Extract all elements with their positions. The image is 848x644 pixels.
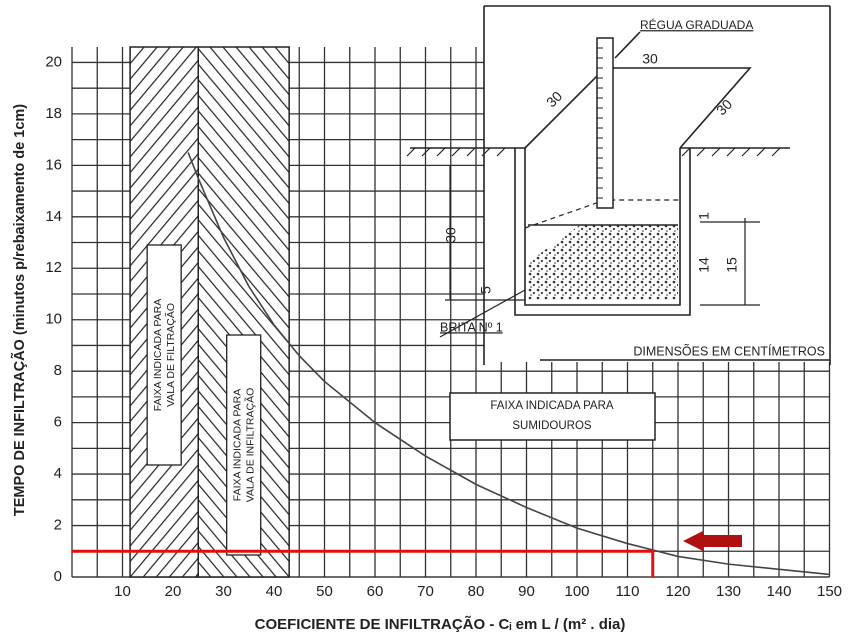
y-tick-label: 4 (54, 465, 62, 482)
y-tick-label: 18 (45, 105, 62, 122)
band-label: VALA DE FILTRAÇÃO (164, 303, 177, 407)
x-tick-label: 20 (165, 583, 182, 600)
band-label-box (146, 244, 182, 466)
y-tick-label: 6 (54, 414, 62, 431)
band-label: FAIXA INDICADA PARA (152, 299, 164, 411)
leader (614, 31, 641, 59)
band-label: FAIXA INDICADA PARA (231, 389, 243, 501)
y-tick-label: 12 (45, 259, 62, 276)
x-axis-label: COEFICIENTE DE INFILTRAÇÃO - Cᵢ em L / (… (255, 615, 626, 633)
y-tick-label: 20 (45, 53, 62, 70)
bands: FAIXA INDICADA PARA VALA DE FILTRAÇÃOFAIX… (129, 46, 290, 578)
leader (439, 289, 526, 338)
inset-title: RÉGUA GRADUADA (640, 17, 753, 32)
x-tick-label: 30 (215, 583, 232, 600)
x-tick-label: 140 (766, 583, 791, 600)
inset-dimension: 30 (642, 51, 658, 67)
inset-dimension: 1 (696, 212, 712, 220)
inset-material: BRITA Nº 1 (440, 320, 503, 334)
sumidouros-label: SUMIDOUROS (512, 420, 592, 432)
x-tick-label: 130 (716, 583, 741, 600)
sumidouros-box (449, 392, 656, 441)
x-tick-label: 70 (417, 583, 434, 600)
dimension-lines (445, 165, 760, 306)
pit-top (524, 67, 752, 149)
x-tick-label: 90 (518, 583, 535, 600)
inset-dimension: 14 (696, 257, 712, 273)
highlight-line (72, 549, 655, 577)
y-tick-label: 16 (45, 156, 62, 173)
sumidouros-label: FAIXA INDICADA PARA (490, 400, 613, 412)
x-tick-label: 40 (266, 583, 283, 600)
x-tick-label: 100 (564, 583, 589, 600)
ruler-ticks (597, 47, 603, 199)
y-tick-label: 0 (54, 568, 62, 585)
inset (406, 0, 848, 365)
inset-dimension: 5 (478, 286, 494, 294)
inset-note: DIMENSÕES EM CENTÍMETROS (633, 343, 825, 358)
gravel (528, 225, 678, 300)
x-tick-label: 110 (616, 583, 640, 600)
curve (187, 152, 830, 576)
pit-wall (514, 148, 691, 316)
y-tick-label: 14 (45, 208, 62, 225)
x-tick-label: 80 (468, 583, 485, 600)
x-tick-label: 150 (817, 583, 842, 600)
band-label-box (226, 334, 262, 556)
ruler (596, 37, 614, 209)
band-label: VALA DE INFILTRAÇÃO (243, 388, 256, 503)
pit (524, 148, 681, 306)
y-tick-label: 10 (45, 311, 62, 328)
y-axis-label: TEMPO DE INFILTRAÇÃO (minutos p/rebaixam… (10, 104, 28, 516)
x-tick-label: 120 (665, 583, 690, 600)
inset-background (484, 0, 848, 362)
x-tick-label: 60 (367, 583, 384, 600)
y-tick-label: 2 (54, 517, 62, 534)
x-tick-label: 50 (316, 583, 333, 600)
arrow (683, 531, 742, 551)
inset-dimension: 15 (724, 257, 740, 273)
ground-hatch (406, 147, 781, 157)
inset-dimension: 30 (443, 227, 459, 243)
y-tick-label: 8 (54, 362, 62, 379)
x-tick-label: 10 (114, 583, 131, 600)
